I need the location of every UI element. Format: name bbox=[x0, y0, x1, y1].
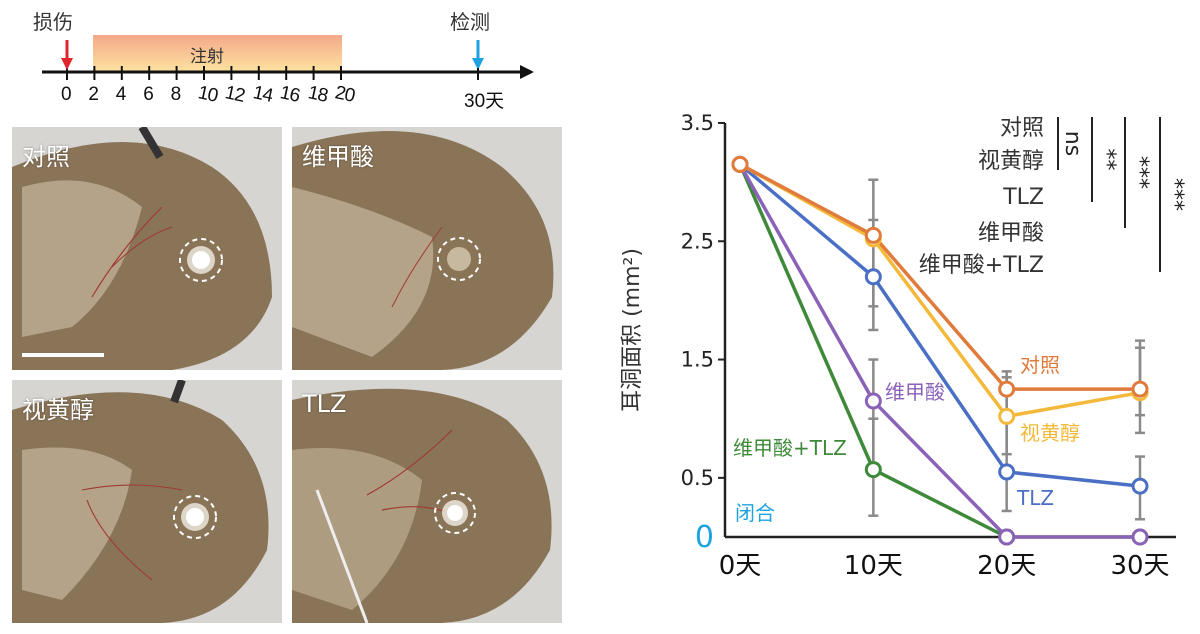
photo-retinol: 视黄醇 bbox=[12, 380, 282, 623]
timeline-tick-label: 6 bbox=[143, 84, 154, 105]
significance-bracket: ns bbox=[1057, 117, 1085, 170]
data-point bbox=[998, 380, 1016, 398]
legend-entry: TLZ bbox=[1002, 185, 1044, 210]
series-annotation: 对照 bbox=[1020, 353, 1060, 377]
injection-label: 注射 bbox=[190, 47, 224, 67]
series-line bbox=[738, 163, 1140, 539]
significance-label: ** bbox=[1094, 149, 1119, 171]
significance-label: *** bbox=[1127, 156, 1152, 189]
detect-label: 检测 bbox=[450, 10, 490, 34]
legend-entry: 对照 bbox=[1000, 116, 1044, 141]
timeline-tick-label: 8 bbox=[170, 84, 182, 105]
photo-label: 对照 bbox=[22, 143, 70, 171]
photo-control: 对照 bbox=[12, 127, 282, 370]
photo-retinoic-acid: 维甲酸 bbox=[292, 127, 562, 370]
legend-entry: 维甲酸+TLZ bbox=[919, 253, 1044, 278]
legend-entry: 维甲酸 bbox=[978, 221, 1044, 246]
data-point bbox=[998, 463, 1016, 481]
data-point bbox=[1131, 380, 1149, 398]
x-tick-label: 0天 bbox=[719, 551, 762, 581]
data-point bbox=[731, 155, 749, 173]
series-annotation: 维甲酸+TLZ bbox=[733, 436, 847, 460]
significance-bracket: *** bbox=[1159, 117, 1187, 272]
x-tick-label: 20天 bbox=[977, 551, 1036, 581]
x-tick-label: 10天 bbox=[844, 551, 903, 581]
timeline-arrowhead bbox=[520, 65, 534, 79]
injury-arrow-icon bbox=[61, 40, 73, 70]
series-line bbox=[739, 162, 1141, 419]
x-tick-label: 30天 bbox=[1110, 551, 1169, 581]
photo-tlz: TLZ bbox=[292, 380, 562, 623]
ear-image bbox=[292, 127, 562, 370]
ear-image bbox=[12, 127, 282, 370]
timeline-svg bbox=[42, 35, 534, 80]
significance-label: *** bbox=[1162, 178, 1187, 211]
data-point bbox=[864, 226, 882, 244]
series-line bbox=[738, 163, 1141, 488]
y-tick-label: 2.5 bbox=[681, 229, 714, 253]
photo-label: 维甲酸 bbox=[302, 143, 374, 171]
injection-band bbox=[93, 35, 342, 72]
significance-bracket: *** bbox=[1124, 117, 1152, 228]
injury-label: 损伤 bbox=[33, 10, 73, 34]
data-point bbox=[1131, 477, 1149, 495]
ear-image bbox=[12, 380, 282, 623]
ear-image bbox=[292, 380, 562, 623]
significance-bracket: ** bbox=[1091, 117, 1119, 202]
significance-label: ns bbox=[1060, 131, 1085, 156]
data-point bbox=[864, 268, 882, 286]
timeline-end-tick: 30天 bbox=[464, 91, 505, 112]
closed-label: 闭合 bbox=[735, 501, 775, 525]
timeline-tick-label: 4 bbox=[115, 84, 127, 105]
photo-label: 视黄醇 bbox=[22, 396, 94, 424]
series-annotation: TLZ bbox=[1016, 486, 1054, 510]
y-tick-label: 0.5 bbox=[681, 466, 714, 490]
photo-label: TLZ bbox=[302, 390, 347, 418]
data-point bbox=[864, 461, 882, 479]
detect-arrow-icon bbox=[472, 40, 484, 70]
data-point bbox=[998, 407, 1016, 425]
timeline-tick-label: 2 bbox=[88, 84, 99, 105]
series-line bbox=[739, 162, 1140, 391]
data-point bbox=[864, 392, 882, 410]
y-tick-label: 0 bbox=[695, 520, 714, 555]
y-tick-label: 1.5 bbox=[681, 348, 714, 372]
series-annotation: 维甲酸 bbox=[885, 380, 945, 404]
y-tick-label: 3.5 bbox=[681, 111, 714, 135]
legend-entry: 视黄醇 bbox=[978, 149, 1044, 174]
series-annotation: 视黄醇 bbox=[1020, 421, 1080, 445]
data-point bbox=[1131, 528, 1149, 546]
y-axis-label: 耳洞面积 (mm²) bbox=[620, 248, 645, 412]
timeline-tick-label: 18 bbox=[305, 82, 329, 107]
data-point bbox=[998, 528, 1016, 546]
timeline-tick-label: 0 bbox=[61, 84, 72, 105]
